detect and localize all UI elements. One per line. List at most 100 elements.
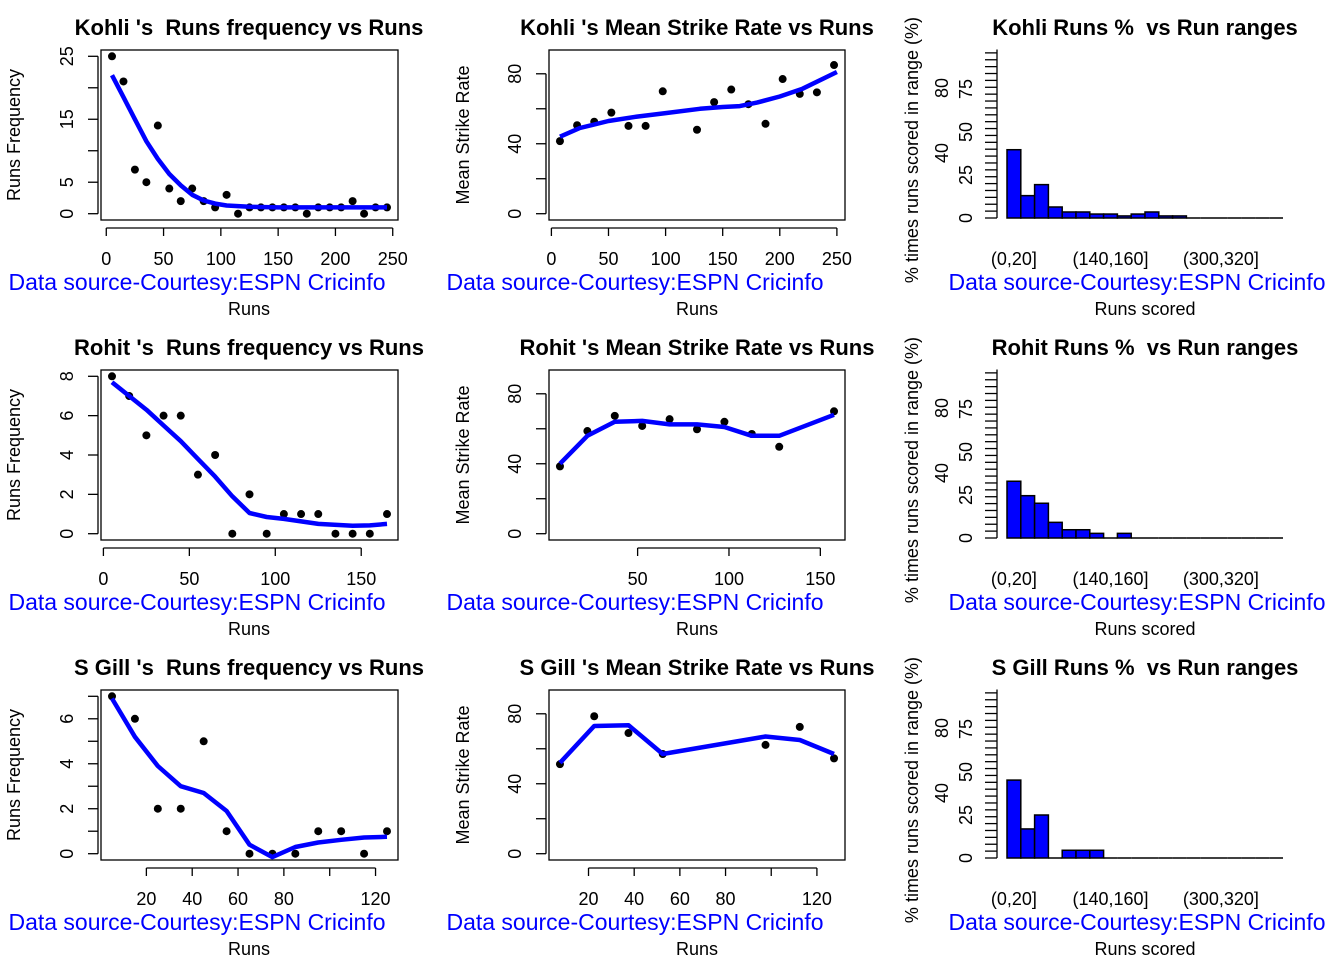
x-tick-label: (300,320] [1183, 569, 1259, 589]
histogram-bar [1006, 148, 1022, 219]
data-point [199, 737, 208, 746]
panel-8 [536, 689, 846, 876]
y-axis-label: Runs Frequency [4, 389, 24, 521]
x-tick-label: 100 [714, 569, 744, 589]
chart-title: Kohli 's Mean Strike Rate vs Runs [520, 15, 874, 40]
histogram-bar [1020, 494, 1036, 539]
data-point [720, 417, 729, 426]
y-axis-label: % times runs scored in range (%) [902, 17, 922, 283]
panel-2 [536, 49, 846, 236]
fit-line [558, 722, 835, 765]
data-point [365, 529, 374, 538]
histogram-bar [1116, 215, 1132, 219]
y-tick-label: 40 [505, 774, 525, 794]
y-axis-label: Runs Frequency [4, 69, 24, 201]
x-tick-label: 150 [708, 249, 738, 269]
data-point [348, 529, 357, 538]
y-axis-label: Mean Strike Rate [453, 65, 473, 204]
x-axis-label: Runs [228, 299, 270, 319]
y-tick-label-overlap: 40 [932, 783, 952, 803]
x-tick-label: 100 [206, 249, 236, 269]
y-tick-label: 80 [505, 384, 525, 404]
y-tick-label: 4 [57, 759, 77, 769]
y-tick-label: 75 [956, 719, 976, 739]
plot-box [548, 689, 846, 861]
data-point [222, 827, 231, 836]
y-tick-label: 0 [57, 529, 77, 539]
data-point [348, 197, 357, 206]
x-tick-label: 120 [361, 889, 391, 909]
data-point [830, 754, 839, 763]
data-point [383, 510, 391, 519]
data-point [142, 431, 151, 440]
y-tick-label: 25 [956, 805, 976, 825]
data-point [555, 137, 564, 146]
histogram-bar [1033, 814, 1050, 859]
x-tick-label: 250 [378, 249, 408, 269]
data-point [297, 510, 306, 519]
fit-line [559, 69, 838, 139]
y-tick-label: 0 [956, 533, 976, 543]
panel-4 [88, 369, 399, 556]
data-point [761, 740, 770, 749]
x-axis-label: Runs scored [1094, 619, 1195, 639]
data-point [610, 411, 619, 420]
data-point [279, 510, 288, 519]
data-point [360, 849, 369, 858]
chart-title: S Gill Runs % vs Run ranges [992, 655, 1299, 680]
x-axis-label: Runs [676, 299, 718, 319]
x-tick-label: 50 [179, 569, 199, 589]
data-source-caption: Data source-Courtesy:ESPN Cricinfo [446, 269, 823, 295]
histogram-bar [1020, 828, 1036, 859]
x-tick-label: 150 [346, 569, 376, 589]
y-tick-label: 40 [505, 454, 525, 474]
x-tick-label: 20 [578, 889, 598, 909]
x-axis-label: Runs scored [1094, 299, 1195, 319]
y-tick-label: 25 [57, 46, 77, 66]
y-tick-label: 8 [57, 371, 77, 381]
x-tick-label: 0 [101, 249, 111, 269]
data-point [262, 529, 271, 538]
data-point [795, 722, 804, 731]
data-point [245, 490, 254, 499]
histogram-bar [1089, 849, 1105, 859]
y-axis-label: Mean Strike Rate [453, 705, 473, 844]
data-point [211, 451, 220, 459]
data-source-caption: Data source-Courtesy:ESPN Cricinfo [8, 589, 385, 615]
x-tick-label: (300,320] [1183, 249, 1259, 269]
chart-title: Kohli 's Runs frequency vs Runs [75, 15, 424, 40]
fit-line [110, 697, 388, 860]
y-tick-label: 50 [956, 762, 976, 782]
data-point [710, 98, 719, 107]
data-point [624, 729, 633, 738]
x-tick-label: 100 [651, 249, 681, 269]
chart-title: S Gill 's Mean Strike Rate vs Runs [520, 655, 875, 680]
y-tick-label: 6 [57, 714, 77, 724]
data-point [159, 411, 168, 420]
data-source-caption: Data source-Courtesy:ESPN Cricinfo [8, 269, 385, 295]
x-tick-label: 200 [320, 249, 350, 269]
x-tick-label: 80 [274, 889, 294, 909]
y-tick-label: 4 [57, 450, 77, 460]
histogram-bar [1075, 528, 1091, 539]
y-tick-label: 50 [956, 442, 976, 462]
x-axis-label: Runs scored [1094, 939, 1195, 959]
data-point [360, 209, 369, 218]
y-tick-label-overlap: 80 [932, 398, 952, 418]
data-point [234, 209, 243, 218]
plot-box [548, 49, 846, 221]
histogram-bar [1047, 206, 1063, 219]
histogram-bar [1075, 211, 1091, 219]
chart-title: Rohit Runs % vs Run ranges [992, 335, 1299, 360]
histogram-bar [1171, 215, 1188, 219]
data-point [314, 827, 323, 836]
x-tick-label: 150 [805, 569, 835, 589]
data-point [228, 529, 237, 538]
x-tick-label: 60 [670, 889, 690, 909]
histogram-bar [1047, 521, 1063, 539]
histogram-bar [1144, 211, 1160, 219]
data-point [812, 88, 821, 97]
data-point [778, 75, 787, 84]
x-axis-label: Runs [228, 619, 270, 639]
y-axis-label: % times runs scored in range (%) [902, 337, 922, 603]
